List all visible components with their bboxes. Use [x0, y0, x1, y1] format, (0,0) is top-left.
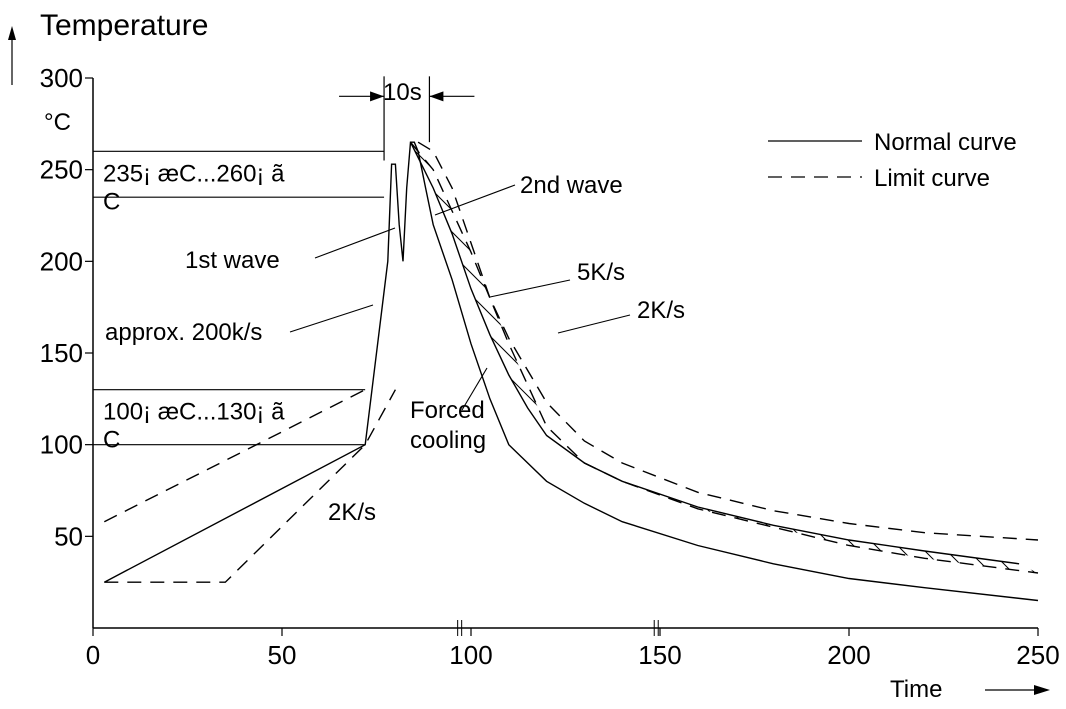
annotation-leader	[489, 279, 571, 298]
hatch-line	[1046, 100, 1066, 620]
y-axis-label: Temperature	[40, 9, 208, 42]
annotation-label: 2nd wave	[520, 172, 623, 199]
legend: Normal curve Limit curve	[768, 129, 1017, 192]
x-tick-label: 200	[827, 640, 870, 670]
hatch-line	[979, 142, 1038, 573]
limit-curve-line	[417, 141, 1039, 541]
x-tick-label: 100	[449, 640, 492, 670]
hatch-line	[1001, 142, 1038, 573]
annotation-label: 1st wave	[185, 247, 280, 274]
limit-curve-line	[409, 141, 1039, 574]
annotation-leader	[289, 304, 374, 333]
band-label-cont: C	[103, 427, 120, 454]
dimension-arrowhead-right	[429, 91, 444, 102]
x-tick-label: 0	[86, 640, 100, 670]
annotation-label: 2K/s	[328, 499, 376, 526]
y-tick-label: 200	[40, 246, 83, 276]
hatch-line	[410, 142, 731, 573]
annotation-label: approx. 200k/s	[105, 319, 262, 346]
annotation-label: Forced	[410, 397, 485, 424]
x-tick-label: 250	[1016, 640, 1059, 670]
annotation-label-cont: cooling	[410, 427, 486, 454]
annotation-leader	[434, 184, 516, 216]
hatch-line	[671, 142, 1038, 573]
limit-curve-line	[104, 389, 397, 583]
hatch-line	[561, 142, 1038, 573]
dimension-arrowhead-left	[370, 91, 385, 102]
hatch-line	[410, 142, 907, 573]
annotation-leader	[557, 314, 631, 334]
hatch-line	[429, 142, 951, 573]
y-tick-label: 250	[40, 155, 83, 185]
hatch-line	[583, 142, 1038, 573]
annotation-label: 5K/s	[577, 259, 625, 286]
annotation-leader	[314, 227, 396, 259]
normal-curve-line	[103, 141, 1039, 602]
annotation-leader	[461, 367, 488, 411]
band-label: 100¡ æC...130¡ ã	[103, 399, 285, 426]
axes: 50 100 150 200 250 300 0 50 100 150 200 250	[8, 26, 1060, 695]
curve-series	[103, 141, 1039, 602]
x-axis-arrow-head	[1034, 685, 1050, 695]
legend-label: Normal curve	[874, 129, 1017, 156]
hatch-line	[627, 142, 1038, 573]
band-label: 235¡ æC...260¡ ã	[103, 160, 285, 187]
hatch-line	[410, 142, 929, 573]
y-tick-label: 150	[40, 338, 83, 368]
hatch-line	[410, 142, 753, 573]
y-tick-label: 100	[40, 430, 83, 460]
legend-label: Limit curve	[874, 165, 990, 192]
x-axis-label: Time	[890, 676, 942, 703]
hatch-line	[410, 142, 885, 573]
axis-and-annotation-labels: Temperature °C Time 10s 1st wave 2nd wave a…	[40, 9, 942, 703]
y-tick-label: 300	[40, 63, 83, 93]
hatch-line	[410, 142, 775, 573]
limit-curve-line	[103, 389, 366, 523]
normal-curve-line	[409, 141, 1020, 565]
hatch-line	[1023, 142, 1038, 573]
y-axis-unit: °C	[44, 109, 71, 136]
band-label-cont: C	[103, 188, 120, 215]
annotation-label: 2K/s	[637, 297, 685, 324]
y-tick-label: 50	[54, 521, 83, 551]
x-tick-label: 50	[268, 640, 297, 670]
annotation-label: 10s	[383, 79, 422, 106]
x-tick-label: 150	[638, 640, 681, 670]
y-axis-arrow-head	[8, 26, 16, 40]
